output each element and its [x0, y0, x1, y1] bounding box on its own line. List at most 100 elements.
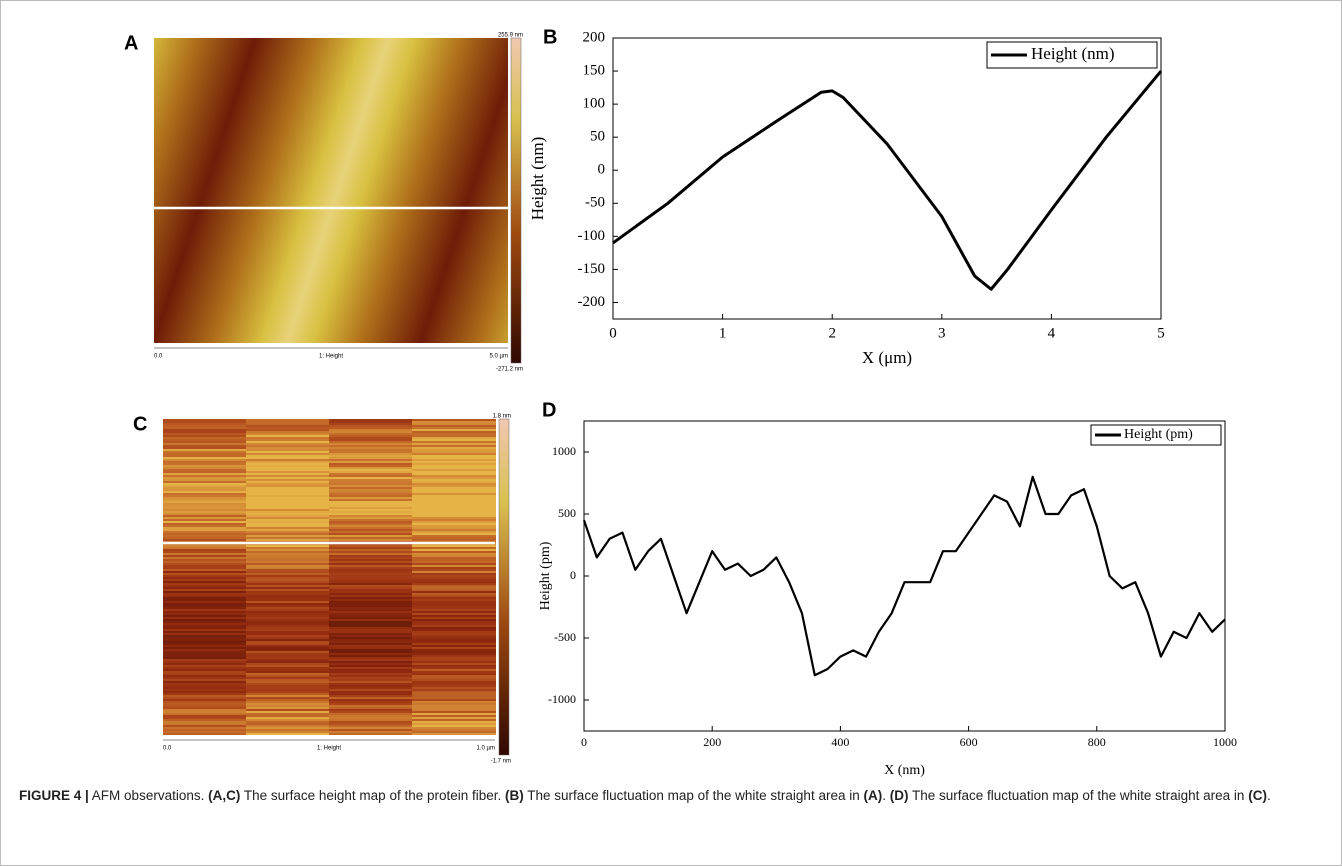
afm-stripe: [329, 651, 413, 653]
afm-stripe: [163, 419, 247, 421]
afm-stripe: [246, 463, 330, 465]
scale-end: 5.0 µm: [490, 354, 508, 360]
afm-stripe: [246, 467, 330, 469]
afm-stripe: [246, 607, 330, 609]
afm-stripe: [412, 427, 496, 429]
afm-stripe: [329, 569, 413, 571]
afm-stripe: [246, 583, 330, 585]
afm-stripe: [246, 425, 330, 427]
afm-stripe: [412, 525, 496, 527]
afm-stripe: [329, 597, 413, 599]
afm-stripe: [246, 569, 330, 571]
data-line: [612, 70, 1163, 291]
y-tick-label: 200: [583, 29, 606, 45]
afm-stripe: [246, 679, 330, 681]
afm-stripe: [329, 475, 413, 477]
afm-stripe: [163, 717, 247, 719]
afm-stripe: [412, 463, 496, 465]
afm-stripe: [412, 659, 496, 661]
afm-stripe: [329, 581, 413, 583]
afm-stripe: [412, 479, 496, 481]
afm-stripe: [329, 627, 413, 629]
afm-stripe: [163, 615, 247, 617]
afm-stripe: [246, 693, 330, 695]
y-tick-label: -50: [585, 195, 605, 211]
afm-stripe: [412, 581, 496, 583]
afm-stripe: [163, 589, 247, 591]
afm-stripe: [163, 637, 247, 639]
afm-stripe: [163, 659, 247, 661]
afm-stripe: [163, 669, 247, 671]
afm-stripe: [163, 485, 247, 487]
afm-stripe: [412, 727, 496, 729]
afm-stripe: [329, 703, 413, 705]
afm-stripe: [412, 631, 496, 633]
afm-stripe: [246, 501, 330, 503]
afm-stripe: [246, 723, 330, 725]
afm-stripe: [412, 609, 496, 611]
afm-stripe: [246, 491, 330, 493]
afm-stripe: [329, 437, 413, 439]
afm-stripe: [329, 661, 413, 663]
afm-stripe: [246, 449, 330, 451]
afm-stripe: [163, 673, 247, 675]
afm-stripe: [412, 495, 496, 497]
afm-stripe: [163, 513, 247, 515]
afm-stripe: [163, 477, 247, 479]
afm-stripe: [246, 551, 330, 553]
afm-stripe: [163, 649, 247, 651]
afm-stripe: [163, 491, 247, 493]
afm-stripe: [329, 585, 413, 587]
afm-stripe: [246, 505, 330, 507]
afm-stripe: [163, 471, 247, 473]
afm-stripe: [246, 531, 330, 533]
afm-stripe: [329, 465, 413, 467]
afm-stripe: [246, 621, 330, 623]
afm-stripe: [412, 593, 496, 595]
afm-stripe: [329, 531, 413, 533]
afm-stripe: [329, 435, 413, 437]
afm-stripe: [163, 595, 247, 597]
afm-stripe: [329, 457, 413, 459]
afm-stripe: [163, 547, 247, 549]
afm-stripe: [329, 697, 413, 699]
afm-stripe: [329, 673, 413, 675]
x-tick-label: 200: [703, 735, 721, 749]
afm-stripe: [246, 639, 330, 641]
afm-stripe: [412, 599, 496, 601]
afm-stripe: [412, 583, 496, 585]
afm-stripe: [412, 489, 496, 491]
caption-text: (A): [863, 788, 883, 803]
afm-stripe: [329, 705, 413, 707]
afm-stripe: [246, 515, 330, 517]
afm-stripe: [246, 419, 330, 421]
afm-stripe: [329, 513, 413, 515]
afm-stripe: [412, 707, 496, 709]
afm-stripe: [163, 687, 247, 689]
afm-stripe: [329, 727, 413, 729]
afm-stripe: [412, 423, 496, 425]
afm-stripe: [329, 481, 413, 483]
caption-text: (C): [1248, 788, 1267, 803]
afm-stripe: [246, 709, 330, 711]
afm-stripe: [412, 441, 496, 443]
afm-stripe: [246, 715, 330, 717]
afm-stripe: [329, 453, 413, 455]
afm-stripe: [163, 681, 247, 683]
afm-stripe: [163, 661, 247, 663]
afm-stripe: [246, 513, 330, 515]
afm-stripe: [412, 667, 496, 669]
afm-stripe: [163, 581, 247, 583]
afm-stripe: [412, 679, 496, 681]
afm-stripe: [329, 719, 413, 721]
afm-stripe: [246, 647, 330, 649]
legend-box: [1090, 424, 1222, 446]
afm-stripe: [246, 657, 330, 659]
afm-stripe: [246, 645, 330, 647]
afm-stripe: [163, 445, 247, 447]
afm-stripe: [163, 451, 247, 453]
afm-stripe: [163, 579, 247, 581]
afm-stripe: [412, 499, 496, 501]
afm-stripe: [163, 545, 247, 547]
afm-stripe: [163, 553, 247, 555]
